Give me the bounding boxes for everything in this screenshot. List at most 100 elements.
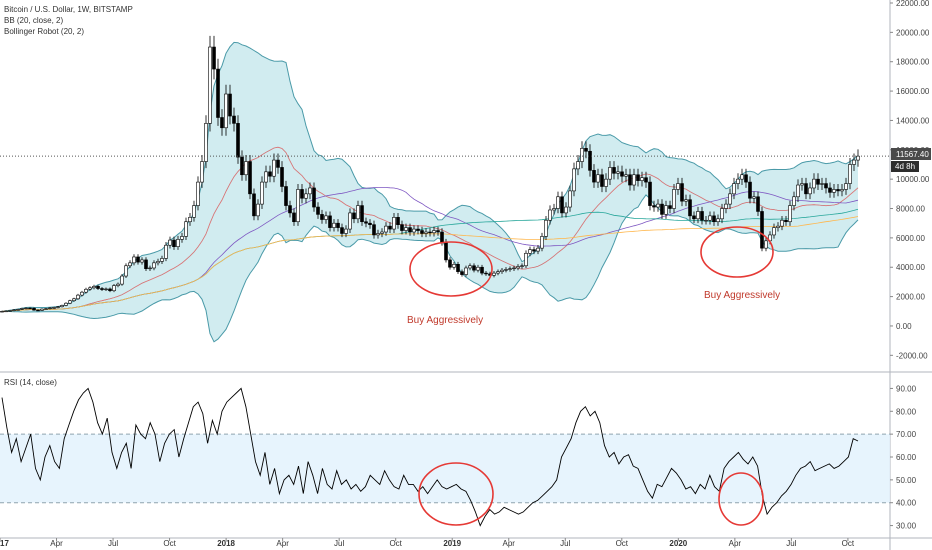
rsi-panel[interactable]: 90.00 80.00 70.00 60.00 50.00 40.00 30.00 bbox=[0, 384, 932, 539]
price-tick-label: 0.00 bbox=[896, 322, 912, 331]
candle-down bbox=[460, 271, 464, 275]
candle-down bbox=[444, 241, 448, 261]
rsi-tick-label: 80.00 bbox=[896, 407, 917, 416]
price-tick-label: -2000.00 bbox=[896, 351, 928, 360]
candle-up bbox=[72, 298, 76, 302]
candle-down bbox=[220, 117, 224, 129]
candle-up bbox=[616, 171, 620, 174]
candle-up bbox=[840, 189, 844, 192]
candle-up bbox=[524, 252, 528, 267]
candle-down bbox=[628, 174, 632, 186]
candle-up bbox=[432, 230, 436, 234]
candle-up bbox=[624, 174, 628, 177]
candle-down bbox=[652, 205, 656, 208]
candle-down bbox=[232, 115, 236, 124]
candle-up bbox=[672, 189, 676, 209]
price-tick-label: 6000.00 bbox=[896, 234, 925, 243]
candle-up bbox=[716, 218, 720, 223]
candle-up bbox=[208, 46, 212, 124]
candle-down bbox=[292, 212, 296, 223]
time-axis[interactable]: 2017 Apr Jul Oct 2018 Apr Jul Oct 2019 Apr Jul Oct 2… bbox=[0, 538, 855, 548]
candle-down bbox=[36, 309, 40, 312]
candle-up bbox=[556, 196, 560, 209]
candle-up bbox=[832, 189, 836, 193]
candle-down bbox=[680, 183, 684, 202]
candle-down bbox=[648, 181, 652, 206]
candle-up bbox=[8, 310, 12, 312]
candle-up bbox=[576, 161, 580, 170]
candle-up bbox=[820, 183, 824, 185]
candle-down bbox=[316, 206, 320, 215]
candle-down bbox=[136, 256, 140, 263]
candle-up bbox=[640, 177, 644, 181]
candle-down bbox=[584, 148, 588, 152]
candle-up bbox=[148, 267, 152, 270]
annotation-buy-aggressively-2020: Buy Aggressively bbox=[704, 290, 780, 301]
candle-up bbox=[732, 183, 736, 195]
candle-down bbox=[340, 227, 344, 234]
candle-up bbox=[724, 203, 728, 209]
candle-up bbox=[160, 258, 164, 262]
candle-up bbox=[260, 181, 264, 205]
price-tick-label: 8000.00 bbox=[896, 205, 925, 214]
candle-up bbox=[192, 205, 196, 218]
candle-up bbox=[184, 221, 188, 237]
candle-up bbox=[564, 206, 568, 214]
candle-down bbox=[284, 186, 288, 206]
time-tick-label: Jul bbox=[560, 539, 570, 548]
candle-down bbox=[644, 177, 648, 183]
candle-down bbox=[688, 199, 692, 217]
candle-down bbox=[300, 189, 304, 199]
candle-down bbox=[828, 187, 832, 193]
time-tick-label: Oct bbox=[389, 539, 402, 548]
candle-up bbox=[40, 308, 44, 311]
candle-up bbox=[764, 240, 768, 249]
price-tick-label: 20000.00 bbox=[896, 28, 930, 37]
rsi-tick-label: 60.00 bbox=[896, 453, 917, 462]
candle-up bbox=[548, 209, 552, 221]
candle-down bbox=[172, 239, 176, 247]
candle-down bbox=[372, 224, 376, 236]
chart-title: Bitcoin / U.S. Dollar, 1W, BITSTAMP bbox=[4, 5, 133, 14]
candle-up bbox=[376, 233, 380, 236]
candle-down bbox=[100, 288, 104, 290]
candle-up bbox=[504, 269, 508, 271]
highlight-circle-rsi-2019 bbox=[418, 462, 494, 526]
candle-up bbox=[512, 267, 516, 270]
candle-up bbox=[528, 249, 532, 254]
candle-up bbox=[852, 159, 856, 165]
candle-up bbox=[452, 264, 456, 268]
rsi-tick-label: 90.00 bbox=[896, 384, 917, 393]
rsi-tick-label: 50.00 bbox=[896, 476, 917, 485]
candle-down bbox=[364, 221, 368, 224]
candle-down bbox=[836, 189, 840, 192]
candle-up bbox=[696, 211, 700, 220]
candle-up bbox=[792, 196, 796, 206]
candle-up bbox=[848, 164, 852, 184]
candle-down bbox=[32, 307, 36, 311]
candle-up bbox=[540, 236, 544, 249]
candle-up bbox=[844, 183, 848, 190]
rsi-tick-label: 70.00 bbox=[896, 430, 917, 439]
candle-down bbox=[436, 230, 440, 233]
candle-down bbox=[212, 46, 216, 70]
candle-up bbox=[508, 268, 512, 270]
candle-down bbox=[336, 222, 340, 228]
candle-up bbox=[84, 288, 88, 293]
candle-up bbox=[152, 262, 156, 269]
highlight-circle-price-2020 bbox=[700, 226, 774, 278]
candle-down bbox=[248, 161, 252, 195]
candle-up bbox=[544, 219, 548, 237]
price-tick-label: 18000.00 bbox=[896, 58, 930, 67]
candle-up bbox=[552, 208, 556, 211]
candle-down bbox=[744, 174, 748, 183]
candle-down bbox=[472, 265, 476, 271]
candle-down bbox=[28, 307, 32, 310]
candle-down bbox=[712, 215, 716, 223]
candle-up bbox=[132, 256, 136, 264]
bollinger-upper-line bbox=[1, 41, 859, 312]
candle-up bbox=[180, 236, 184, 240]
candle-up bbox=[64, 302, 68, 306]
candle-up bbox=[384, 225, 388, 233]
